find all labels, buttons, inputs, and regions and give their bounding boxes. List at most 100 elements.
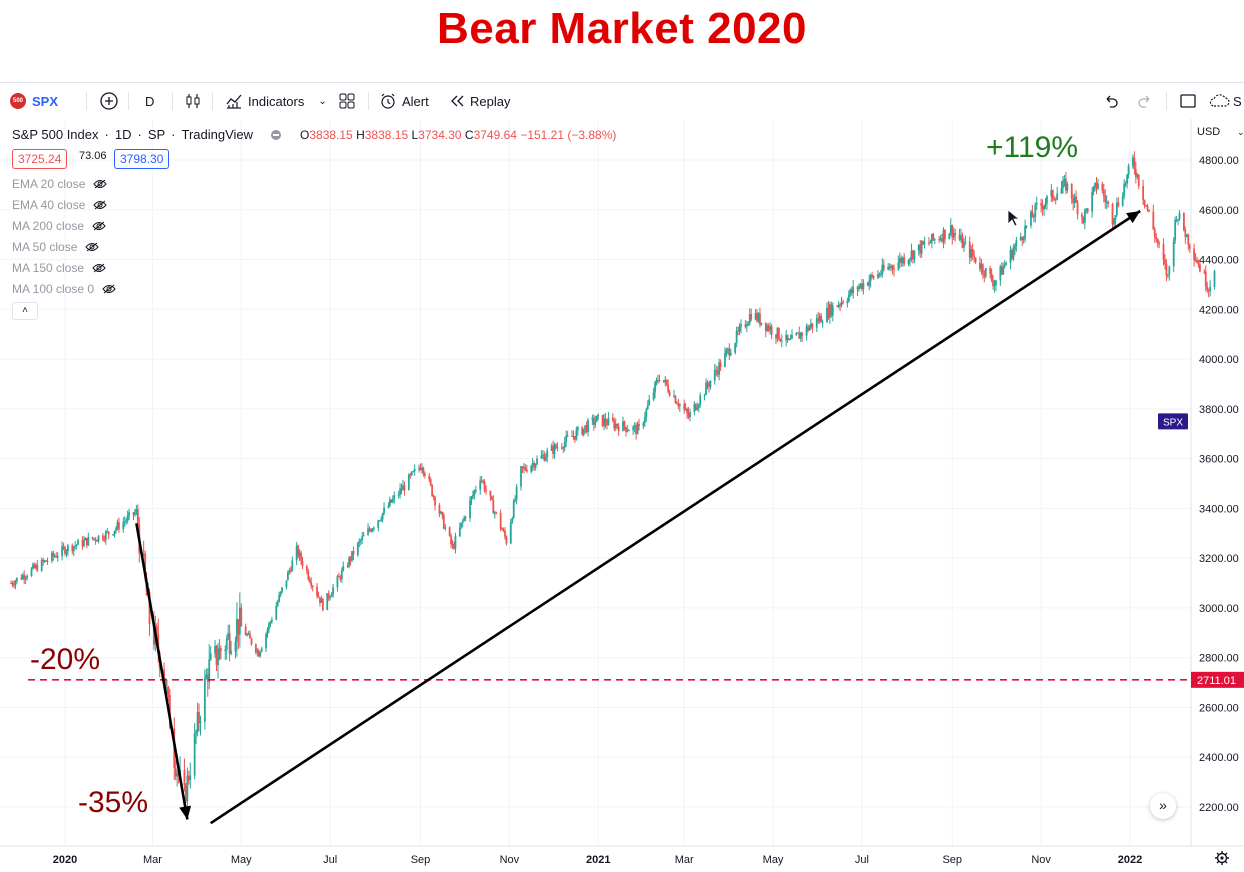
candle-body <box>571 435 573 437</box>
candle-body <box>67 545 69 552</box>
candle-body <box>310 582 313 587</box>
candle-body <box>737 330 739 332</box>
candle-body <box>951 225 954 238</box>
undo-icon <box>1106 95 1118 108</box>
indicator-ma150[interactable]: MA 150 close <box>12 261 106 275</box>
legend-symbol-name: S&P 500 Index <box>12 127 99 142</box>
indicators-icon <box>226 94 242 109</box>
candle-body <box>412 471 415 473</box>
candle-body <box>868 280 871 286</box>
candle-body <box>55 556 58 558</box>
candle-body <box>1095 182 1098 189</box>
candle-body <box>879 274 882 276</box>
candle-body <box>601 414 604 426</box>
candle-body <box>1145 205 1147 207</box>
candle-body <box>326 593 329 611</box>
candle-body <box>576 427 579 431</box>
chart-type-button[interactable] <box>184 83 202 119</box>
plus-circle-icon <box>100 92 118 110</box>
candle-body <box>1213 271 1216 287</box>
eye-hidden-icon[interactable] <box>92 263 106 273</box>
candle-body <box>887 266 890 270</box>
candle-body <box>582 428 585 435</box>
indicator-ema40[interactable]: EMA 40 close <box>12 198 108 212</box>
redo-button[interactable] <box>1137 83 1153 119</box>
candle-body <box>912 250 914 260</box>
price-tick-label: 4400.00 <box>1199 255 1239 267</box>
candle-body <box>674 395 677 404</box>
candle-body <box>828 304 831 318</box>
compare-symbol-button[interactable] <box>99 83 119 119</box>
sell-price-box[interactable]: 3725.24 <box>12 149 68 169</box>
candle-body <box>676 403 678 405</box>
candle-body <box>795 333 798 335</box>
eye-hidden-icon[interactable] <box>93 179 108 189</box>
legend-header[interactable]: S&P 500 Index · 1D · SP · TradingView <box>12 127 282 142</box>
candle-body <box>453 545 455 549</box>
candle-body <box>1165 264 1168 276</box>
indicator-ma100[interactable]: MA 100 close 0 <box>12 282 116 296</box>
candle-body <box>50 552 53 562</box>
collapse-legend-button[interactable]: ˄ <box>12 302 38 320</box>
scroll-to-realtime-button[interactable]: » <box>1150 793 1176 819</box>
save-cloud-button[interactable]: S <box>1208 83 1242 119</box>
candle-body <box>23 575 26 580</box>
candle-body <box>604 418 607 424</box>
candle-body <box>1024 225 1027 239</box>
indicator-ma50[interactable]: MA 50 close <box>12 240 100 254</box>
candle-body <box>332 587 334 595</box>
candle-body <box>1051 190 1054 200</box>
candle-body <box>65 551 68 555</box>
candle-body <box>474 489 477 491</box>
replay-button[interactable]: Replay <box>449 83 510 119</box>
candle-body <box>898 258 901 263</box>
candle-body <box>775 334 777 339</box>
indicator-ema20[interactable]: EMA 20 close <box>12 177 108 191</box>
fullscreen-button[interactable] <box>1179 83 1197 119</box>
candle-body <box>565 435 568 442</box>
candle-body <box>1146 205 1149 210</box>
eye-hidden-icon[interactable] <box>93 200 108 210</box>
symbol-search-button[interactable]: 500 SPX <box>10 83 58 119</box>
candle-body <box>196 712 199 732</box>
candle-body <box>83 540 85 547</box>
eye-hidden-icon[interactable] <box>102 284 116 294</box>
candle-body <box>1162 244 1165 260</box>
candles-icon <box>186 94 200 108</box>
layouts-button[interactable] <box>338 83 356 119</box>
candle-body <box>250 638 253 645</box>
price-chart[interactable]: 4800.00 4600.00 4400.00 4200.00 4000.00 3800.… <box>0 119 1244 872</box>
candle-body <box>689 411 691 418</box>
candle-body <box>214 645 216 654</box>
eye-hidden-icon[interactable] <box>85 242 100 252</box>
time-tick-label: Jul <box>855 854 869 866</box>
candle-body <box>826 307 828 323</box>
candle-body <box>964 241 967 243</box>
candle-body <box>1183 212 1185 231</box>
alert-button[interactable]: Alert <box>379 83 429 119</box>
buy-price-box[interactable]: 3798.30 <box>114 149 170 169</box>
candle-body <box>626 430 629 432</box>
indicator-ma200[interactable]: MA 200 close <box>12 219 106 233</box>
close-value: 3749.64 <box>473 128 517 142</box>
candle-body <box>399 488 401 495</box>
interval-button[interactable]: D <box>145 83 154 119</box>
candle-body <box>839 304 841 306</box>
replay-label: Replay <box>470 93 511 109</box>
candle-body <box>112 534 114 536</box>
candle-body <box>929 242 932 244</box>
candle-body <box>592 417 595 425</box>
candle-body <box>431 484 434 496</box>
indicators-button[interactable]: Indicators ⌄ <box>225 83 327 119</box>
price-tick-label: 3400.00 <box>1199 503 1239 515</box>
candle-body <box>126 515 129 521</box>
eye-hidden-icon[interactable] <box>92 221 106 231</box>
candle-body <box>1054 199 1057 201</box>
grid-lines <box>0 119 1191 846</box>
candle-body <box>952 233 955 238</box>
candle-body <box>780 340 783 342</box>
candle-body <box>760 322 763 325</box>
candle-body <box>189 775 192 781</box>
undo-button[interactable] <box>1103 83 1119 119</box>
candle-body <box>789 338 792 340</box>
